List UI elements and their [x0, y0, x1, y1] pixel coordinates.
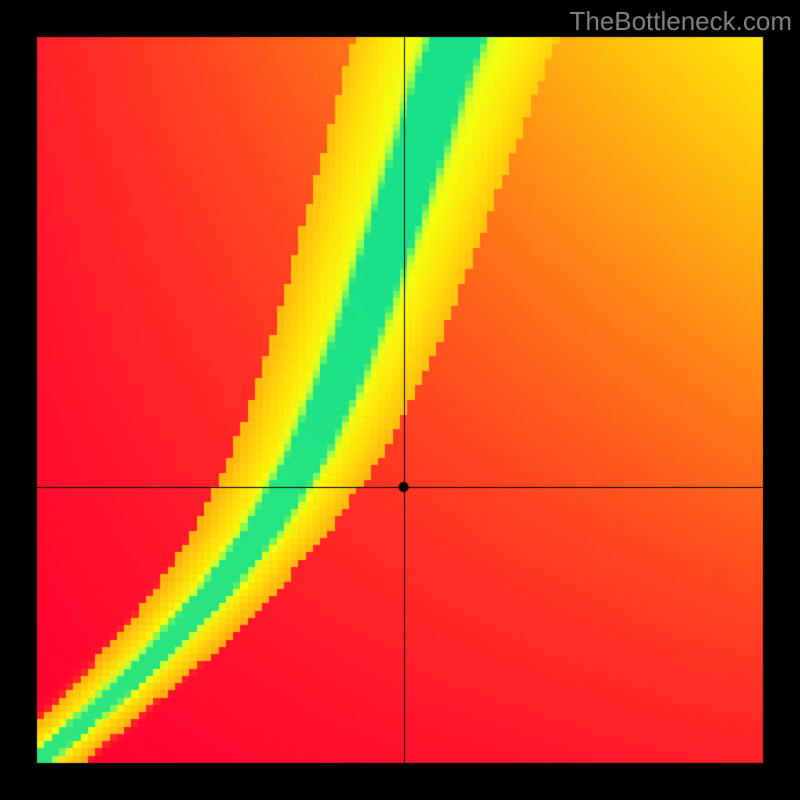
chart-container: TheBottleneck.com — [0, 0, 800, 800]
heatmap-canvas — [0, 0, 800, 800]
watermark-text: TheBottleneck.com — [569, 6, 792, 37]
